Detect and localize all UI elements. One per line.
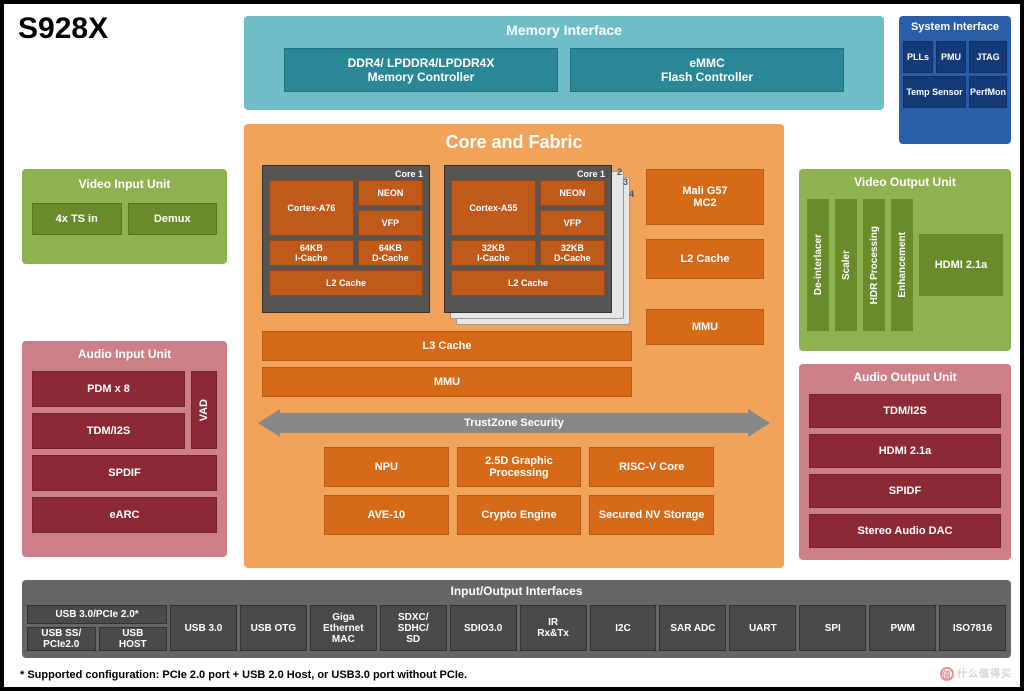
core-fabric-title: Core and Fabric: [244, 124, 784, 161]
demux-block: Demux: [128, 203, 218, 235]
i2c-block: I2C: [590, 605, 657, 651]
vfp-a76-block: VFP: [358, 210, 423, 236]
stack-tag-3: 3: [623, 177, 628, 187]
usb-host-block: USBHOST: [99, 627, 168, 651]
giga-eth-block: Giga Ethernet MAC: [310, 605, 377, 651]
trustzone-bus: TrustZone Security: [258, 409, 770, 437]
hdmi-audio-block: HDMI 2.1a: [809, 434, 1001, 468]
icache-a76-block: 64KBI-Cache: [269, 240, 354, 266]
cortex-a76-block: Cortex-A76: [269, 180, 354, 236]
neon-a55-block: NEON: [540, 180, 605, 206]
arrow-left-icon: [258, 409, 280, 437]
video-input-title: Video Input Unit: [22, 169, 227, 199]
icache-a55-block: 32KBI-Cache: [451, 240, 536, 266]
plls-block: PLLs: [903, 41, 933, 73]
stack-tag-4: 4: [629, 189, 634, 199]
sar-adc-block: SAR ADC: [659, 605, 726, 651]
video-output-title: Video Output Unit: [799, 169, 1011, 195]
uart-block: UART: [729, 605, 796, 651]
npu-block: NPU: [324, 447, 449, 487]
audio-input-region: Audio Input Unit PDM x 8 VAD TDM/I2S SPD…: [22, 341, 227, 557]
dcache-a76-block: 64KBD-Cache: [358, 240, 423, 266]
spi-block: SPI: [799, 605, 866, 651]
spidf-out-block: SPIDF: [809, 474, 1001, 508]
riscv-core-block: RISC-V Core: [589, 447, 714, 487]
usb3-block: USB 3.0: [170, 605, 237, 651]
system-interface-title: System Interface: [899, 16, 1011, 38]
accelerators-grid: NPU 2.5D Graphic Processing RISC-V Core …: [324, 447, 714, 535]
l2-a55-block: L2 Cache: [451, 270, 605, 296]
audio-output-region: Audio Output Unit TDM/I2S HDMI 2.1a SPID…: [799, 364, 1011, 560]
perfmon-block: PerfMon: [969, 76, 1007, 108]
iso7816-block: ISO7816: [939, 605, 1006, 651]
jtag-block: JTAG: [969, 41, 1007, 73]
cpu-cluster-a76: Core 1 Cortex-A76 NEON VFP 64KBI-Cache 6…: [262, 165, 430, 313]
soc-block-diagram: S928X Memory Interface DDR4/ LPDDR4/LPDD…: [0, 0, 1024, 691]
l2-a76-block: L2 Cache: [269, 270, 423, 296]
gpu-mmu-block: MMU: [646, 309, 764, 345]
cpu-cluster-a55-stack: 2 3 4 Core 1 Cortex-A55 NEON VFP 32KBI-C…: [444, 165, 630, 325]
video-input-region: Video Input Unit 4x TS in Demux: [22, 169, 227, 264]
2p5d-graphics-block: 2.5D Graphic Processing: [457, 447, 582, 487]
tdm-i2s-out-block: TDM/I2S: [809, 394, 1001, 428]
l3-cache-block: L3 Cache: [262, 331, 632, 361]
usb-ss-pcie-block: USB SS/PCIe2.0: [27, 627, 96, 651]
footnote-text: * Supported configuration: PCIe 2.0 port…: [20, 669, 467, 681]
audio-input-title: Audio Input Unit: [22, 341, 227, 367]
memory-interface-region: Memory Interface DDR4/ LPDDR4/LPDDR4XMem…: [244, 16, 884, 110]
crypto-engine-block: Crypto Engine: [457, 495, 582, 535]
memory-controller-block: DDR4/ LPDDR4/LPDDR4XMemory Controller: [284, 48, 558, 92]
pdm-block: PDM x 8: [32, 371, 185, 407]
stereo-dac-block: Stereo Audio DAC: [809, 514, 1001, 548]
spdif-in-block: SPDIF: [32, 455, 217, 491]
cpu-cluster-a55: Core 1 Cortex-A55 NEON VFP 32KBI-Cache 3…: [444, 165, 612, 313]
sdio-block: SDIO3.0: [450, 605, 517, 651]
ave10-block: AVE-10: [324, 495, 449, 535]
emmc-controller-block: eMMCFlash Controller: [570, 48, 844, 92]
arrow-right-icon: [748, 409, 770, 437]
ir-rxtx-block: IRRx&Tx: [520, 605, 587, 651]
system-interface-region: System Interface PLLs PMU JTAG Temp Sens…: [899, 16, 1011, 144]
tdm-i2s-in-block: TDM/I2S: [32, 413, 185, 449]
gpu-l2-block: L2 Cache: [646, 239, 764, 279]
usb3-pcie2-block: USB 3.0/PCIe 2.0*: [27, 605, 167, 624]
usb-otg-block: USB OTG: [240, 605, 307, 651]
watermark: 值什么值得买: [940, 665, 1012, 681]
vad-block: VAD: [191, 371, 217, 449]
io-interfaces-title: Input/Output Interfaces: [22, 580, 1011, 602]
audio-output-title: Audio Output Unit: [799, 364, 1011, 390]
cortex-a55-block: Cortex-A55: [451, 180, 536, 236]
thumbs-up-icon: 值: [940, 667, 954, 681]
secured-nv-block: Secured NV Storage: [589, 495, 714, 535]
hdr-processing-block: HDR Processing: [863, 199, 885, 331]
usb-pcie-stack: USB 3.0/PCIe 2.0* USB SS/PCIe2.0 USBHOST: [27, 605, 167, 651]
core-fabric-region: Core and Fabric Core 1 Cortex-A76 NEON V…: [244, 124, 784, 568]
mali-gpu-block: Mali G57MC2: [646, 169, 764, 225]
hdmi-out-block: HDMI 2.1a: [919, 234, 1003, 296]
stack-tag-2: 2: [617, 167, 622, 177]
temp-sensor-block: Temp Sensor: [903, 76, 966, 108]
trustzone-label: TrustZone Security: [280, 413, 748, 433]
pwm-block: PWM: [869, 605, 936, 651]
memory-interface-title: Memory Interface: [244, 16, 884, 44]
scaler-block: Scaler: [835, 199, 857, 331]
chip-title: S928X: [18, 12, 108, 46]
cluster1-label: Core 1: [395, 169, 423, 179]
neon-a76-block: NEON: [358, 180, 423, 206]
enhancement-block: Enhancement: [891, 199, 913, 331]
mmu-block: MMU: [262, 367, 632, 397]
sd-block: SDXC/SDHC/SD: [380, 605, 447, 651]
vfp-a55-block: VFP: [540, 210, 605, 236]
dcache-a55-block: 32KBD-Cache: [540, 240, 605, 266]
earc-block: eARC: [32, 497, 217, 533]
video-output-region: Video Output Unit De-interlacer Scaler H…: [799, 169, 1011, 351]
pmu-block: PMU: [936, 41, 966, 73]
deinterlacer-block: De-interlacer: [807, 199, 829, 331]
io-interfaces-region: Input/Output Interfaces USB 3.0/PCIe 2.0…: [22, 580, 1011, 658]
ts-in-block: 4x TS in: [32, 203, 122, 235]
cluster2-label: Core 1: [577, 169, 605, 179]
